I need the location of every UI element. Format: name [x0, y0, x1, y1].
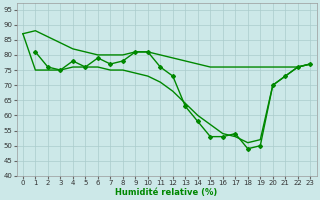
X-axis label: Humidité relative (%): Humidité relative (%) [116, 188, 218, 197]
